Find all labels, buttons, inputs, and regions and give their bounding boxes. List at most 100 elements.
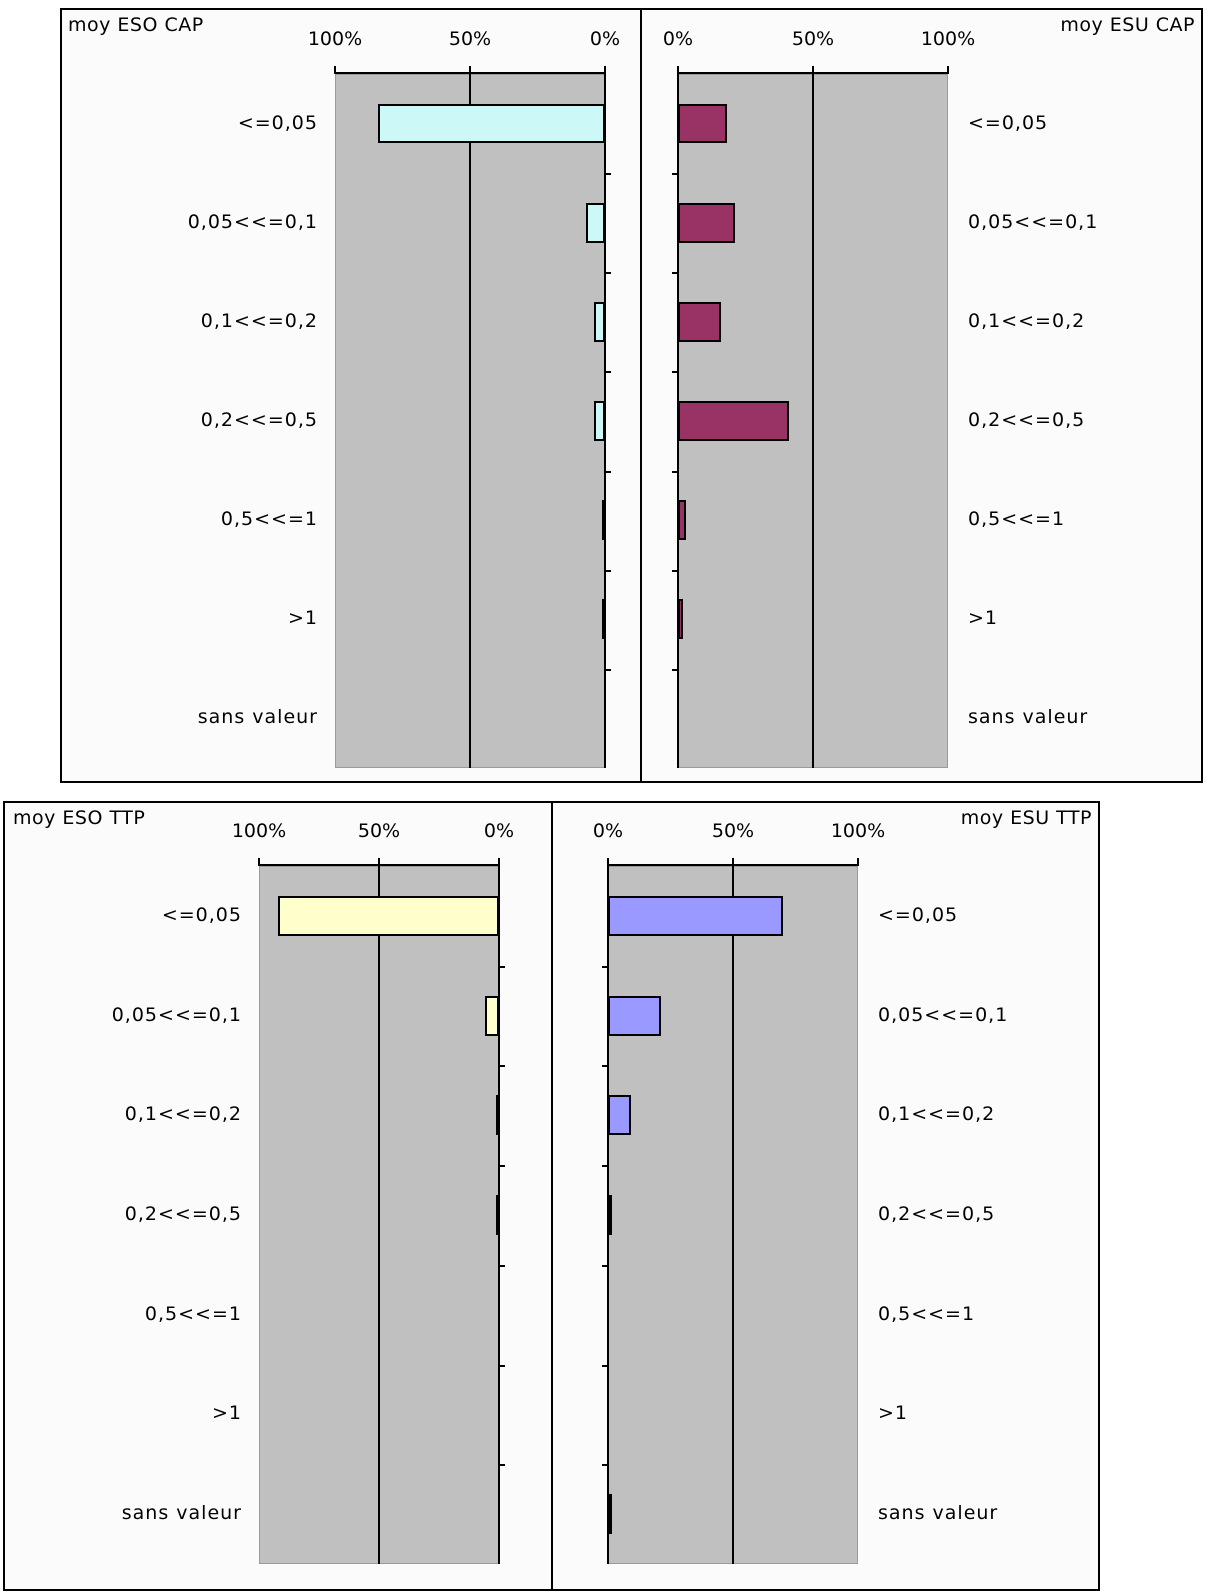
x-tick-label: 0% <box>662 28 694 50</box>
x-axis-tick <box>258 858 260 866</box>
x-tick-label: 100% <box>307 28 363 50</box>
x-tick-label: 0% <box>592 820 624 842</box>
gridline-50 <box>469 74 471 768</box>
category-tick <box>604 569 611 572</box>
category-tick <box>604 272 611 275</box>
category-label: 0,2<<=0,5 <box>200 409 318 431</box>
x-axis-tick <box>378 858 380 866</box>
bar <box>602 500 606 540</box>
category-tick <box>672 371 679 374</box>
category-label: 0,05<<=0,1 <box>111 1003 242 1026</box>
bar <box>484 995 499 1036</box>
category-label: <=0,05 <box>878 903 959 926</box>
bar <box>678 302 722 342</box>
bar <box>678 500 687 540</box>
bar <box>602 599 606 640</box>
x-tick-label: 50% <box>791 28 835 50</box>
x-axis-tick <box>604 66 606 74</box>
x-axis-tick <box>607 858 609 866</box>
category-tick <box>604 173 611 176</box>
x-tick-label: 100% <box>231 820 287 842</box>
category-label: 0,1<<=0,2 <box>124 1103 242 1126</box>
category-label: 0,05<<=0,1 <box>968 210 1099 233</box>
x-tick-label: 50% <box>711 820 755 842</box>
category-tick <box>672 173 679 176</box>
bar <box>608 1494 612 1535</box>
chart-title: moy ESO CAP <box>68 14 204 36</box>
chart-title: moy ESU CAP <box>1060 14 1195 36</box>
bar <box>278 895 499 936</box>
bar <box>678 401 789 441</box>
category-label: sans valeur <box>197 706 318 729</box>
category-tick <box>498 1165 505 1168</box>
category-tick <box>498 1364 505 1367</box>
category-tick <box>604 371 611 374</box>
category-tick <box>498 1065 505 1068</box>
gridline-50 <box>812 74 814 768</box>
category-label: >1 <box>878 1402 909 1425</box>
bar <box>678 202 735 243</box>
bar <box>608 995 661 1036</box>
category-label: 0,1<<=0,2 <box>968 309 1086 332</box>
category-label: 0,05<<=0,1 <box>878 1003 1009 1026</box>
category-label: 0,5<<=1 <box>144 1302 242 1325</box>
category-tick <box>602 1464 609 1467</box>
category-label: >1 <box>287 607 318 630</box>
category-label: 0,5<<=1 <box>220 508 318 531</box>
category-axis-line <box>604 72 606 768</box>
x-axis-tick <box>677 66 679 74</box>
x-axis-tick <box>732 858 734 866</box>
category-label: 0,1<<=0,2 <box>878 1103 996 1126</box>
category-label: >1 <box>968 607 999 630</box>
category-tick <box>604 668 611 671</box>
x-axis-tick <box>469 66 471 74</box>
x-axis-tick <box>334 66 336 74</box>
x-tick-label: 100% <box>920 28 976 50</box>
category-tick <box>672 470 679 473</box>
gridline-50 <box>732 866 734 1564</box>
category-label: 0,1<<=0,2 <box>200 309 318 332</box>
x-tick-label: 0% <box>483 820 515 842</box>
category-tick <box>672 569 679 572</box>
bar <box>496 1095 500 1136</box>
bar <box>586 202 605 243</box>
x-tick-label: 0% <box>589 28 621 50</box>
category-label: 0,5<<=1 <box>878 1302 976 1325</box>
category-tick <box>602 1264 609 1267</box>
chart-title: moy ESU TTP <box>960 807 1092 829</box>
bar <box>608 895 783 936</box>
x-axis-tick <box>947 66 949 74</box>
chart-title: moy ESO TTP <box>13 807 146 829</box>
category-tick <box>498 1464 505 1467</box>
bar <box>594 401 605 441</box>
category-label: >1 <box>211 1402 242 1425</box>
category-tick <box>602 1065 609 1068</box>
category-tick <box>602 1165 609 1168</box>
category-tick <box>604 470 611 473</box>
category-tick <box>672 668 679 671</box>
bar <box>608 1095 631 1136</box>
category-label: sans valeur <box>121 1502 242 1525</box>
gridline-50 <box>378 866 380 1564</box>
bar <box>496 1195 500 1235</box>
x-tick-label: 50% <box>448 28 492 50</box>
bar <box>678 599 684 640</box>
category-label: <=0,05 <box>161 903 242 926</box>
category-tick <box>672 272 679 275</box>
bar <box>378 103 605 144</box>
category-tick <box>602 965 609 968</box>
category-tick <box>602 1364 609 1367</box>
x-axis-tick <box>498 858 500 866</box>
category-label: 0,2<<=0,5 <box>968 409 1086 431</box>
category-label: 0,05<<=0,1 <box>187 210 318 233</box>
category-label: sans valeur <box>878 1502 999 1525</box>
category-label: <=0,05 <box>237 111 318 134</box>
category-tick <box>498 965 505 968</box>
bar <box>594 302 605 342</box>
x-tick-label: 100% <box>830 820 886 842</box>
x-axis-tick <box>812 66 814 74</box>
category-tick <box>498 1264 505 1267</box>
category-label: <=0,05 <box>968 111 1049 134</box>
category-label: 0,2<<=0,5 <box>124 1203 242 1225</box>
bar <box>608 1195 612 1235</box>
